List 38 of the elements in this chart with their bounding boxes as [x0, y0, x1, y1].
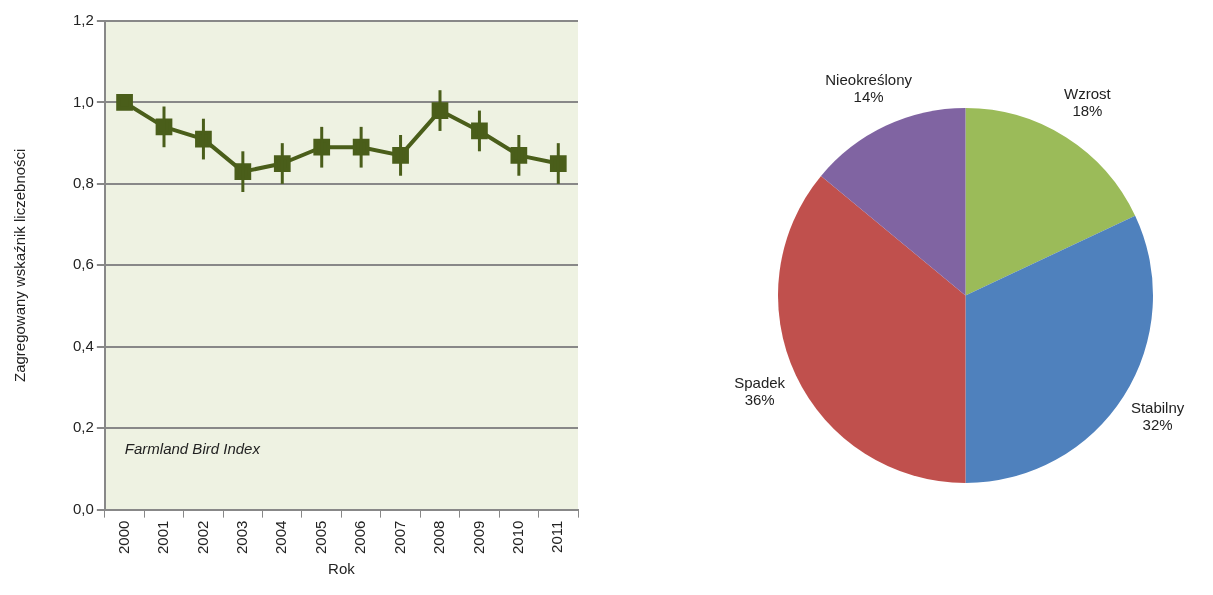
y-tick-label: 0,8: [72, 174, 94, 192]
slice-label: Wzrost: [1064, 85, 1112, 103]
x-tick-label: 2000: [114, 520, 132, 555]
y-tick-label: 0,0: [72, 499, 94, 517]
x-tick-label: 2010: [509, 520, 526, 555]
x-tick-label: 2003: [232, 520, 250, 555]
x-tick-label: 2004: [272, 520, 290, 555]
y-axis-title: Zagregowany wskaźnik liczebności: [11, 148, 29, 383]
x-tick-label: 2011: [548, 520, 566, 553]
x-tick-label: 2006: [351, 520, 369, 555]
point: [234, 163, 252, 181]
x-tick-label: 2009: [469, 520, 487, 555]
x-tick-label: 2002: [193, 520, 211, 555]
x-tick-label: 2007: [390, 520, 408, 555]
point: [510, 147, 528, 164]
annotation: Farmland Bird Index: [124, 439, 261, 457]
slice-label: Nieokreślony: [825, 71, 913, 89]
y-tick-label: 0,2: [72, 418, 94, 436]
point: [549, 155, 567, 172]
data-label: 36%: [744, 391, 775, 409]
y-tick-label: 1,0: [72, 92, 94, 110]
slice-label: Spadek: [734, 374, 786, 392]
point: [313, 138, 331, 156]
y-tick-label: 0,4: [72, 336, 94, 354]
y-tick-label: 1,2: [72, 11, 94, 29]
point: [392, 147, 409, 164]
data-label: 18%: [1072, 102, 1103, 120]
point: [352, 138, 370, 156]
data-label: 32%: [1142, 416, 1173, 434]
x-axis-title: Rok: [328, 560, 356, 578]
x-tick-label: 2005: [311, 520, 329, 555]
x-tick-label: 2001: [154, 520, 172, 555]
point: [273, 155, 291, 172]
y-tick-label: 0,6: [72, 255, 94, 273]
x-tick-label: 2008: [430, 520, 448, 555]
slice-label: Stabilny: [1130, 399, 1185, 417]
point: [116, 94, 133, 111]
data-label: 14%: [853, 88, 884, 106]
